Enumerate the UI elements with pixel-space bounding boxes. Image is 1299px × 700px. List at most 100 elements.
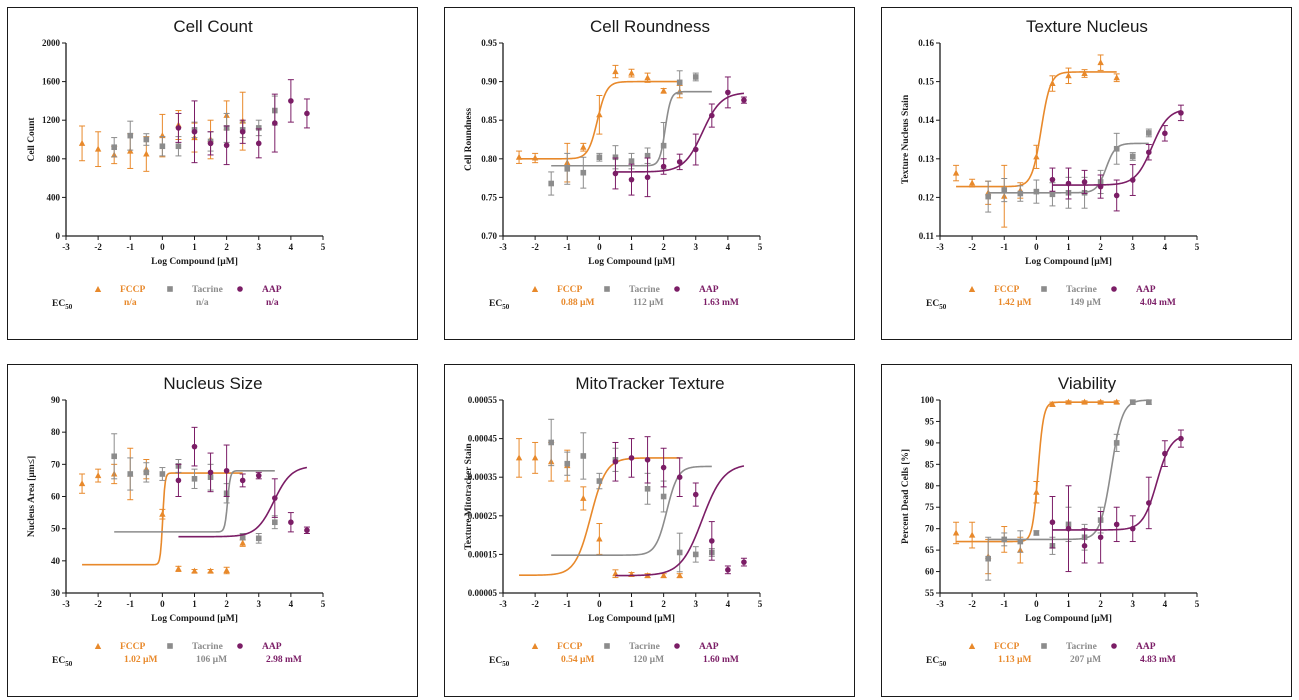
marker-triangle xyxy=(612,570,619,577)
data-point-tacrine xyxy=(159,136,166,157)
x-tick-label: -3 xyxy=(499,599,507,609)
data-point-fccp xyxy=(1097,398,1104,405)
legend-marker-triangle xyxy=(94,643,102,649)
ec50-label-text: EC xyxy=(52,656,65,666)
legend-label-tacrine: Tacrine xyxy=(1066,642,1097,652)
ec50-value-tacrine: 106 µM xyxy=(196,655,227,665)
ec50-label: EC50 xyxy=(926,299,947,311)
data-point-aap xyxy=(271,93,278,153)
y-tick-label: 0.14 xyxy=(918,115,934,125)
y-tick-label: 95 xyxy=(925,416,935,426)
x-tick-label: 1 xyxy=(629,242,634,252)
data-point-tacrine xyxy=(111,433,118,480)
data-point-tacrine xyxy=(111,137,118,158)
data-point-tacrine xyxy=(676,532,683,573)
marker-triangle xyxy=(628,69,635,76)
marker-square xyxy=(111,453,117,460)
data-point-fccp xyxy=(968,521,976,549)
marker-triangle xyxy=(660,87,667,94)
marker-square xyxy=(1129,153,1136,160)
x-tick-label: -2 xyxy=(531,242,539,252)
legend-label-fccp: FCCP xyxy=(994,642,1020,652)
data-point-aap xyxy=(740,96,747,104)
y-tick-label: 0.75 xyxy=(481,192,497,202)
fit-curve-fccp xyxy=(82,472,243,566)
data-point-aap xyxy=(628,438,635,478)
data-point-fccp xyxy=(596,94,603,135)
marker-square xyxy=(1001,536,1008,543)
marker-circle xyxy=(725,89,731,96)
marker-triangle xyxy=(78,139,86,146)
marker-square xyxy=(1017,190,1024,197)
legend-marker-triangle xyxy=(531,643,539,649)
data-point-tacrine xyxy=(127,120,134,151)
ec50-label-text: EC xyxy=(52,299,65,309)
x-tick-label: 1 xyxy=(192,242,197,252)
marker-triangle xyxy=(1065,72,1072,79)
data-point-aap xyxy=(660,158,667,175)
data-point-aap xyxy=(708,521,715,561)
x-tick-label: 0 xyxy=(1034,242,1039,252)
chart-title: Nucleus Size xyxy=(163,374,262,393)
x-tick-label: 2 xyxy=(1098,599,1103,609)
data-point-fccp xyxy=(94,131,102,168)
ec50-label-subscript: 50 xyxy=(939,303,947,311)
data-point-fccp xyxy=(628,68,635,78)
data-point-aap xyxy=(1161,440,1168,467)
data-point-aap xyxy=(1065,485,1072,573)
marker-triangle xyxy=(596,111,603,118)
marker-square xyxy=(564,166,571,172)
marker-triangle xyxy=(1033,488,1040,495)
chart-title: Viability xyxy=(1058,374,1117,393)
chart-svg: Texture Nucleus 0.11 0.12 0.13 0.14 0.15 0.16 -… xyxy=(901,17,1200,311)
legend-marker-square xyxy=(167,286,173,292)
legend-marker-triangle xyxy=(94,286,102,292)
marker-square xyxy=(644,152,651,159)
x-tick-label: 3 xyxy=(694,599,699,609)
marker-square xyxy=(676,79,683,86)
data-point-fccp xyxy=(223,566,230,575)
data-point-tacrine xyxy=(1017,185,1024,202)
data-point-aap xyxy=(255,471,262,480)
data-point-aap xyxy=(1113,179,1120,212)
legend-label-fccp: FCCP xyxy=(557,285,583,295)
marker-circle xyxy=(692,146,699,153)
y-tick-label: 0.16 xyxy=(918,38,934,48)
data-point-tacrine xyxy=(676,70,683,95)
legend-label-fccp: FCCP xyxy=(120,642,146,652)
data-point-aap xyxy=(191,100,198,164)
marker-circle xyxy=(1097,534,1104,541)
marker-triangle xyxy=(143,150,150,157)
x-tick-label: 0 xyxy=(160,599,165,609)
y-tick-label: 30 xyxy=(51,588,61,598)
marker-circle xyxy=(612,170,619,177)
y-tick-label: 0.11 xyxy=(919,231,935,241)
marker-circle xyxy=(1162,130,1168,137)
marker-square xyxy=(985,193,991,200)
marker-circle xyxy=(628,455,635,461)
marker-triangle xyxy=(1065,398,1072,405)
data-point-aap xyxy=(1081,169,1088,195)
data-point-fccp xyxy=(531,441,539,474)
data-point-fccp xyxy=(1113,73,1120,83)
y-tick-label: 0.13 xyxy=(918,154,934,164)
marker-square xyxy=(548,180,554,187)
data-point-aap xyxy=(175,463,182,497)
marker-square xyxy=(1017,538,1024,545)
data-point-fccp xyxy=(78,473,86,494)
data-point-fccp xyxy=(644,72,651,83)
data-point-fccp xyxy=(515,438,523,478)
ec50-value-aap: 1.60 mM xyxy=(703,655,739,665)
y-tick-label: 75 xyxy=(925,502,935,512)
data-point-tacrine xyxy=(985,536,992,581)
y-tick-label: 0.85 xyxy=(481,115,497,125)
data-point-aap xyxy=(644,436,651,484)
data-point-aap xyxy=(692,482,699,507)
x-tick-label: 1 xyxy=(192,599,197,609)
chart-svg: Cell Roundness 0.70 0.75 0.80 0.85 0.90 0.95 -3… xyxy=(464,17,763,311)
marker-circle xyxy=(239,128,246,135)
x-tick-label: 1 xyxy=(1066,599,1071,609)
legend-label-tacrine: Tacrine xyxy=(192,285,223,295)
marker-circle xyxy=(1113,192,1120,199)
data-point-fccp xyxy=(968,178,976,188)
